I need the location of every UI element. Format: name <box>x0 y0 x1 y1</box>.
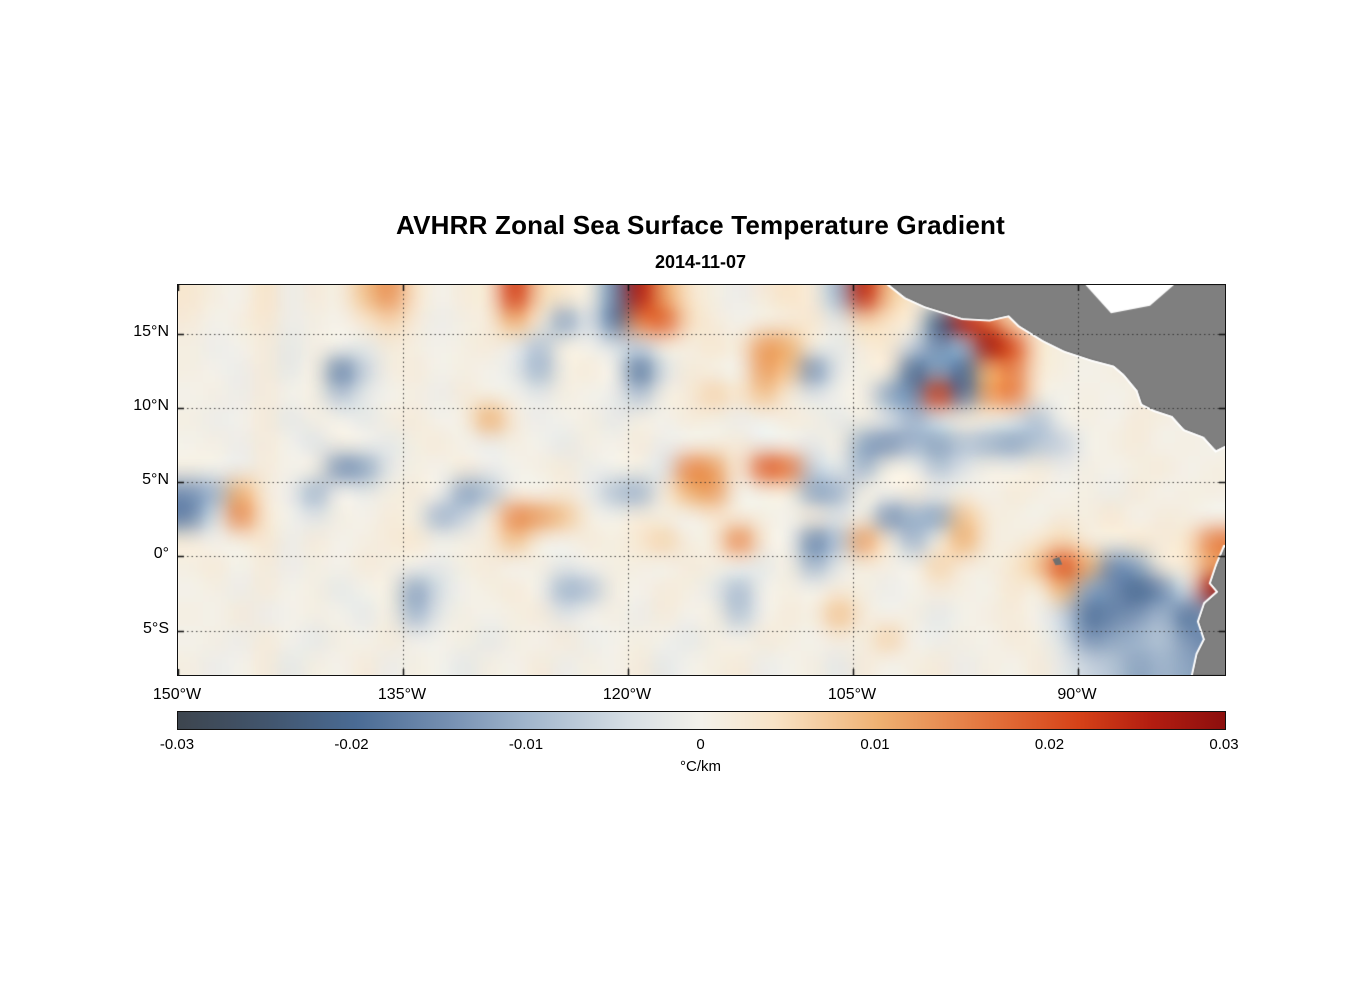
y-axis-tick-label: 10°N <box>133 397 169 415</box>
colorbar-tick-label: -0.01 <box>508 736 544 753</box>
x-axis-tick-label: 90°W <box>1057 686 1097 703</box>
colorbar-tick-label: 0.03 <box>1209 736 1239 753</box>
x-axis-tick-label: 150°W <box>152 686 202 703</box>
colorbar-tick-label: 0 <box>696 736 705 753</box>
y-axis-tick-label: 5°N <box>142 471 169 489</box>
x-axis-tick-label: 120°W <box>602 686 652 703</box>
chart-title: AVHRR Zonal Sea Surface Temperature Grad… <box>396 210 1005 240</box>
map-plot-area <box>177 284 1226 676</box>
y-axis-tick-label: 0° <box>153 545 169 563</box>
chart-subtitle: 2014-11-07 <box>654 252 747 272</box>
sst-gradient-map-canvas <box>178 285 1225 675</box>
x-axis-tick-label: 105°W <box>827 686 877 703</box>
colorbar-unit-label: °C/km <box>680 758 721 775</box>
colorbar-tick-label: -0.02 <box>334 736 369 753</box>
x-axis-tick-label: 135°W <box>377 686 427 703</box>
y-axis-tick-label: 5°S <box>143 619 169 637</box>
colorbar-tick-label: 0.01 <box>860 736 890 753</box>
colorbar-gradient <box>178 712 1225 729</box>
colorbar-tick-label: 0.02 <box>1034 736 1065 753</box>
colorbar-tick-label: -0.03 <box>159 736 195 753</box>
y-axis-tick-label: 15°N <box>133 322 169 340</box>
colorbar <box>177 711 1226 730</box>
